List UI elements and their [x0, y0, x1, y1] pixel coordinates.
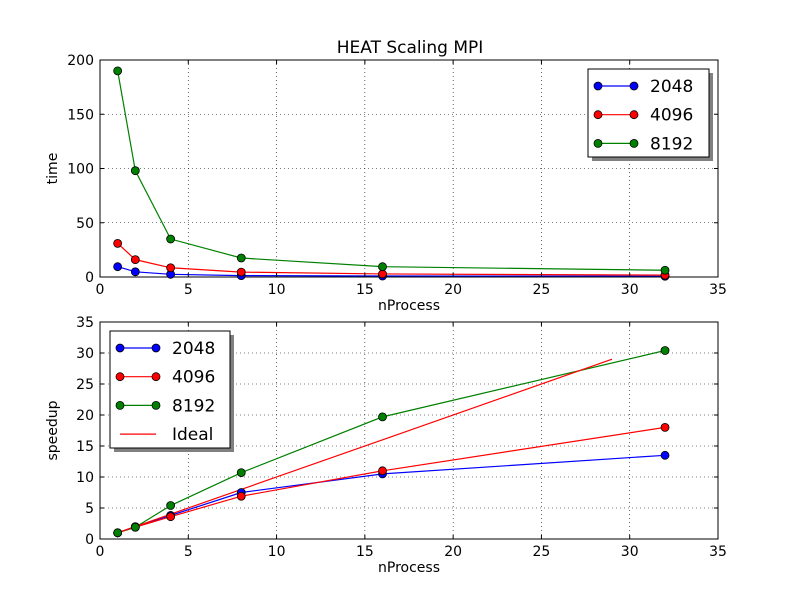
- legend-marker-8192: [151, 400, 161, 410]
- legend-marker-2048: [151, 343, 161, 353]
- data-point-8192: [660, 265, 670, 275]
- x-tick-label: 10: [268, 544, 286, 560]
- data-point-4096: [166, 263, 176, 273]
- data-point-4096: [378, 466, 387, 476]
- x-tick-label: 10: [268, 282, 286, 298]
- series-line-8192: [117, 70, 666, 271]
- data-point-8192: [378, 262, 387, 272]
- x-tick-label: 30: [621, 544, 639, 560]
- y-tick-label: 25: [76, 377, 94, 393]
- y-tick-label: 0: [85, 532, 94, 548]
- plot-area-frame: [99, 321, 719, 540]
- x-tick-label: 25: [533, 544, 551, 560]
- data-point-4096: [130, 255, 140, 265]
- speedup-chart: 0 5 10 15 20 25 30 35 0 5 10 15 20 25 30 35 nProcess sp…: [45, 315, 727, 576]
- x-tick-label: 5: [184, 544, 193, 560]
- legend: 2048 4096 8192 Ideal: [109, 330, 234, 452]
- legend-label-2048: 2048: [172, 339, 215, 359]
- data-point-8192: [113, 66, 123, 76]
- data-point-2048: [660, 450, 670, 460]
- x-tick-label: 0: [96, 544, 105, 560]
- data-point-4096: [236, 267, 246, 277]
- data-point-4096: [113, 238, 123, 248]
- x-tick-label: 0: [96, 282, 105, 298]
- y-tick-label: 100: [67, 162, 94, 178]
- legend-label-2048: 2048: [650, 77, 693, 97]
- x-tick-label: 20: [444, 282, 462, 298]
- y-tick-label: 15: [76, 439, 94, 455]
- x-tick-label: 30: [621, 282, 639, 298]
- legend-marker-4096: [629, 110, 639, 120]
- x-tick-label: 15: [356, 544, 374, 560]
- y-tick-label: 10: [76, 470, 94, 486]
- x-tick-label: 35: [709, 282, 727, 298]
- y-tick-label: 150: [67, 107, 94, 123]
- legend-label-4096: 4096: [172, 368, 215, 388]
- data-point-8192: [166, 501, 176, 510]
- time-chart: HEAT Scaling MPI 0 5 10 15 20 25 30 35 0 50 100 150…: [45, 38, 727, 314]
- legend-label-ideal: Ideal: [172, 425, 213, 445]
- data-point-8192: [166, 234, 176, 244]
- data-point-8192: [130, 166, 140, 176]
- x-tick-label: 15: [356, 282, 374, 298]
- x-tick-label: 5: [184, 282, 193, 298]
- data-point-4096: [378, 269, 387, 279]
- axis-ticks: 0 5 10 15 20 25 30 35 0 5 10 15 20 25 30 35: [76, 315, 727, 560]
- y-tick-label: 20: [76, 408, 94, 424]
- x-axis-label: nProcess: [378, 298, 440, 314]
- y-tick-label: 50: [76, 216, 94, 232]
- y-axis-label: speedup: [45, 400, 61, 460]
- data-point-8192: [236, 468, 246, 478]
- data-point-4096: [166, 512, 176, 522]
- legend-marker-8192: [593, 138, 603, 148]
- legend-marker-2048: [629, 81, 639, 91]
- data-point-8192: [378, 412, 387, 422]
- data-point-8192: [113, 528, 123, 538]
- x-tick-label: 35: [709, 544, 727, 560]
- data-point-8192: [130, 522, 140, 532]
- y-tick-label: 35: [76, 315, 94, 331]
- series-line-ideal: [117, 358, 613, 534]
- legend-marker-2048: [115, 343, 125, 353]
- y-tick-label: 5: [85, 501, 94, 517]
- y-axis-label: time: [45, 153, 61, 185]
- legend-box: [587, 68, 710, 158]
- legend-marker-2048: [593, 81, 603, 91]
- y-tick-label: 200: [67, 53, 94, 69]
- data-point-4096: [236, 491, 246, 501]
- legend-marker-4096: [593, 110, 603, 120]
- legend-marker-4096: [115, 372, 125, 382]
- data-point-2048: [130, 267, 140, 277]
- x-axis-label: nProcess: [378, 560, 440, 576]
- chart-title: HEAT Scaling MPI: [337, 38, 484, 58]
- y-tick-label: 0: [85, 270, 94, 286]
- legend-label-8192: 8192: [172, 396, 215, 416]
- legend-marker-8192: [629, 138, 639, 148]
- x-tick-label: 20: [444, 544, 462, 560]
- legend-label-4096: 4096: [650, 106, 693, 126]
- legend-marker-4096: [151, 372, 161, 382]
- gridlines: [100, 322, 718, 539]
- legend: 2048 4096 8192: [587, 68, 713, 161]
- y-tick-label: 30: [76, 346, 94, 362]
- data-point-2048: [113, 262, 123, 272]
- legend-box: [109, 330, 231, 449]
- data-point-4096: [660, 422, 670, 432]
- data-point-8192: [660, 346, 670, 355]
- legend-label-8192: 8192: [650, 134, 693, 154]
- legend-marker-8192: [115, 400, 125, 410]
- axis-ticks: 0 5 10 15 20 25 30 35 0 50 100 150 200: [67, 53, 727, 298]
- x-tick-label: 25: [533, 282, 551, 298]
- data-point-8192: [236, 253, 246, 263]
